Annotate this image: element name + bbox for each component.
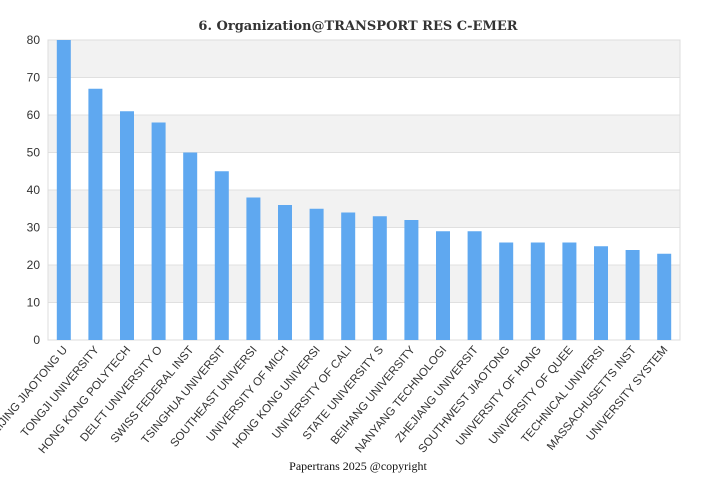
grid-band: [48, 227, 680, 265]
bar: [214, 171, 229, 340]
grid-band: [48, 77, 680, 115]
bar: [88, 88, 103, 340]
y-tick-label: 40: [27, 183, 41, 197]
bar: [309, 208, 324, 340]
bar: [372, 216, 387, 340]
bar: [183, 152, 198, 340]
plot-border: [47, 39, 681, 341]
grid-band: [48, 152, 680, 190]
y-axis-ticks: 0 10 20 30 40 50 60 70 80: [27, 33, 41, 347]
y-tick-label: 0: [33, 333, 40, 347]
y-tick-label: 10: [27, 296, 41, 310]
bar: [625, 250, 640, 340]
bar: [530, 242, 545, 340]
y-tick-label: 50: [27, 146, 41, 160]
grid-band: [48, 115, 680, 153]
grid-band: [48, 265, 680, 303]
bar: [56, 40, 71, 340]
bars: [56, 40, 672, 340]
y-tick-label: 20: [27, 258, 41, 272]
bar: [246, 197, 261, 340]
copyright-credit: Papertrans 2025 @copyright: [289, 459, 427, 473]
bar: [120, 111, 134, 340]
grid-band: [48, 190, 680, 228]
grid-band: [48, 302, 680, 340]
bar: [436, 231, 450, 340]
bar: [594, 246, 608, 340]
y-tick-label: 60: [27, 108, 41, 122]
y-tick-label: 30: [27, 221, 41, 235]
grid-band: [48, 40, 680, 78]
bar: [467, 231, 482, 340]
bar: [151, 122, 166, 340]
y-tick-label: 80: [27, 33, 41, 47]
chart-title: 6. Organization@TRANSPORT RES C-EMER: [198, 19, 517, 34]
bar: [657, 253, 672, 340]
bar: [278, 205, 292, 340]
bar: [404, 220, 419, 340]
bar: [499, 242, 514, 340]
bar: [341, 212, 356, 340]
y-tick-label: 70: [27, 71, 41, 85]
bar: [562, 242, 577, 340]
